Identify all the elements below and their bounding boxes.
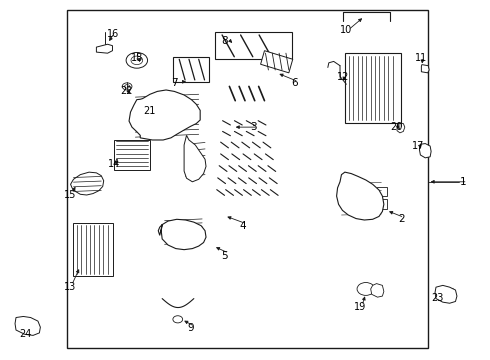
Text: 9: 9 [188, 323, 194, 333]
Polygon shape [71, 172, 104, 195]
Text: 6: 6 [291, 78, 298, 88]
Bar [115, 140, 149, 170]
Text: 5: 5 [221, 251, 228, 261]
Text: 15: 15 [64, 190, 76, 200]
Polygon shape [337, 172, 384, 220]
Text: 3: 3 [250, 122, 256, 132]
Circle shape [146, 102, 183, 129]
Bar [215, 32, 292, 59]
Bar [345, 53, 401, 123]
Text: 23: 23 [432, 293, 444, 303]
Text: 8: 8 [221, 36, 228, 46]
Bar [376, 187, 387, 196]
Polygon shape [147, 105, 155, 115]
Text: 20: 20 [390, 122, 403, 132]
Bar [376, 199, 387, 209]
Polygon shape [421, 64, 429, 73]
Bar [67, 10, 428, 348]
Polygon shape [184, 135, 206, 182]
Bar [173, 58, 209, 82]
Text: 21: 21 [143, 107, 155, 116]
Circle shape [357, 283, 374, 296]
Text: 1: 1 [460, 177, 466, 187]
Circle shape [173, 316, 183, 323]
Text: 14: 14 [108, 159, 120, 169]
Text: 17: 17 [412, 141, 424, 151]
Polygon shape [129, 90, 200, 140]
Polygon shape [15, 316, 40, 336]
Circle shape [122, 83, 132, 90]
Polygon shape [419, 144, 431, 158]
Text: 12: 12 [337, 72, 349, 82]
Text: 24: 24 [19, 329, 31, 339]
Text: 13: 13 [64, 282, 76, 292]
Text: 2: 2 [398, 214, 405, 224]
Polygon shape [97, 44, 113, 53]
Polygon shape [371, 284, 384, 297]
Text: 19: 19 [354, 302, 367, 312]
Text: 7: 7 [171, 78, 177, 88]
Polygon shape [158, 219, 206, 249]
Bar [73, 223, 113, 276]
Circle shape [126, 53, 147, 68]
Text: 22: 22 [120, 86, 133, 96]
Circle shape [124, 85, 129, 88]
Text: 4: 4 [239, 221, 246, 231]
Circle shape [131, 56, 143, 64]
Text: 10: 10 [340, 25, 352, 35]
Text: 11: 11 [415, 53, 427, 63]
Text: 18: 18 [131, 53, 143, 63]
Text: 16: 16 [107, 28, 119, 39]
Polygon shape [435, 285, 457, 303]
Polygon shape [397, 123, 405, 133]
Polygon shape [261, 51, 293, 73]
